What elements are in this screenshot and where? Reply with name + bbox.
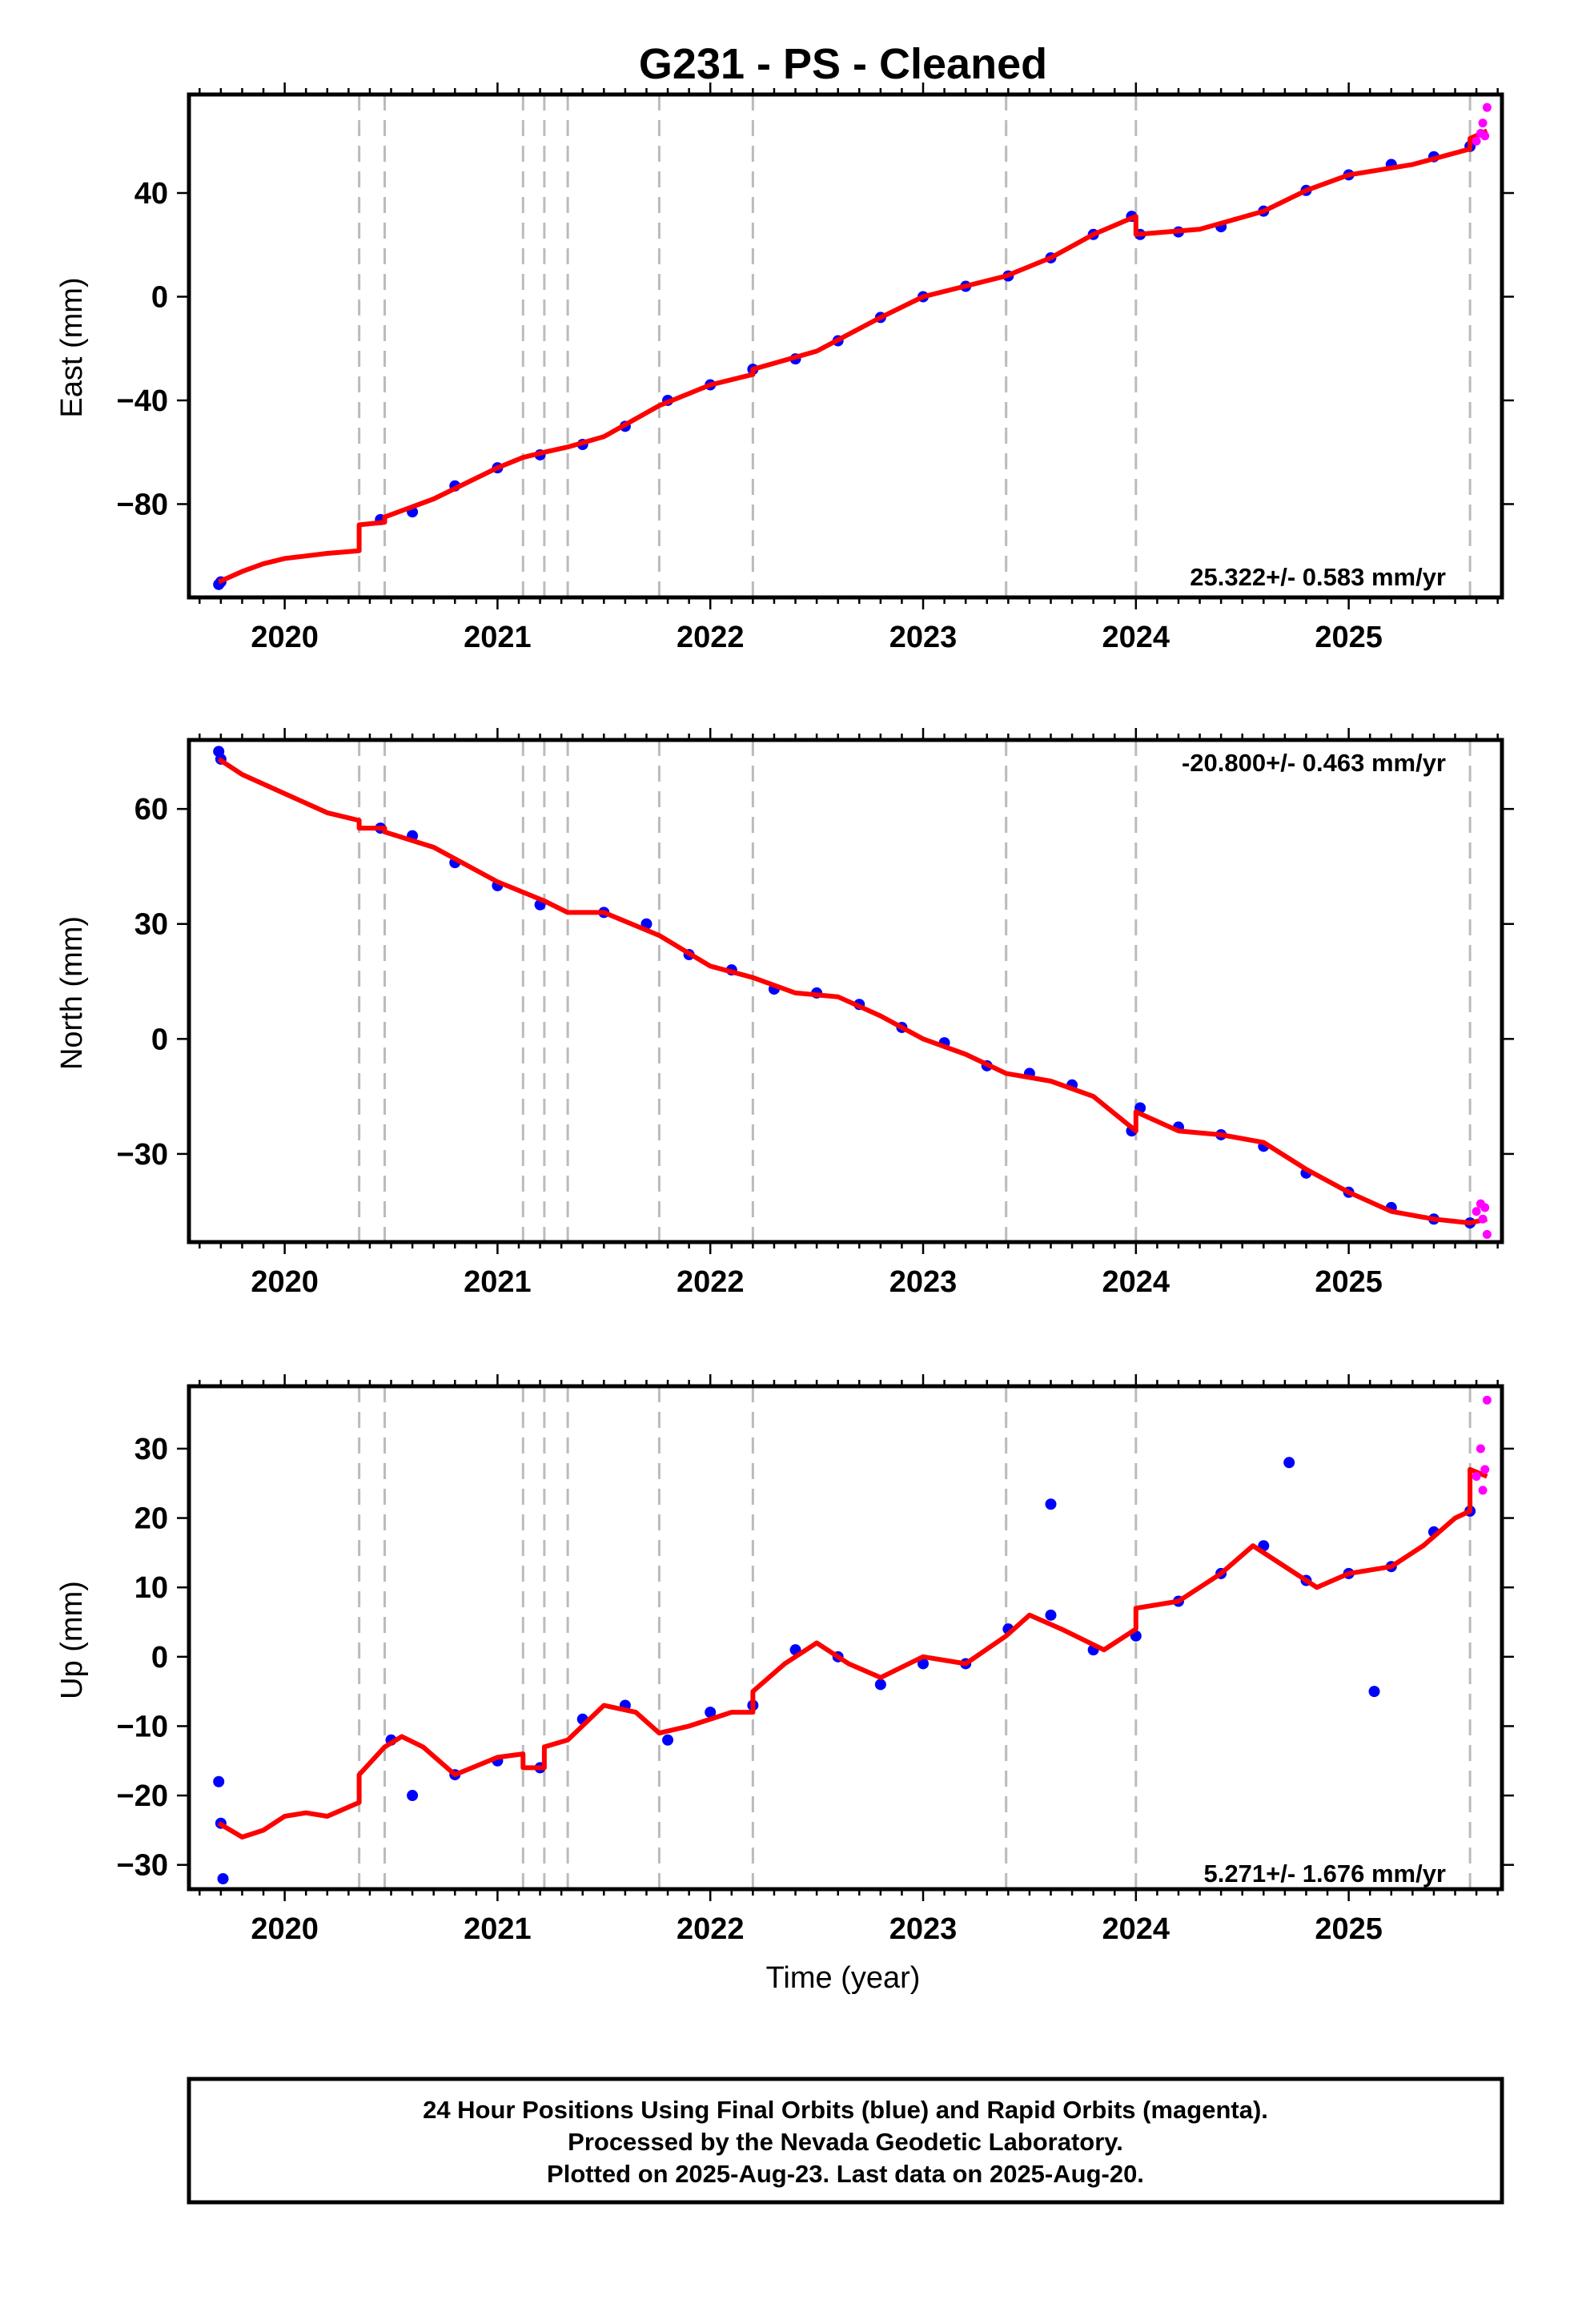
north-rapid-point-3 (1480, 1203, 1490, 1212)
north-panel: 2020 2021 2022 2023 2024 2025 −30 0 30 60 North (… (55, 728, 1514, 1299)
east-x-tick-label: 2025 (1315, 621, 1383, 654)
north-x-tick-label: 2021 (464, 1265, 532, 1299)
east-plot-frame (187, 92, 1504, 600)
up-x-tick-label: 2020 (251, 1912, 319, 1946)
up-final-point-15 (874, 1679, 886, 1691)
north-y-tick-label: 30 (135, 908, 168, 942)
up-final-point-31 (1368, 1686, 1380, 1698)
x-axis-label: Time (year) (766, 1961, 921, 1995)
north-x-tick-label: 2020 (251, 1265, 319, 1299)
up-y-axis-label: Up (mm) (55, 1581, 89, 1699)
north-x-tick-label: 2022 (677, 1265, 745, 1299)
north-x-tick-label: 2025 (1315, 1265, 1383, 1299)
north-rapid-point-2 (1478, 1214, 1488, 1224)
east-plot-area: 2020 2021 2022 2023 2024 2025 −80 −40 0 40 (117, 82, 1514, 654)
east-panel: 2020 2021 2022 2023 2024 2025 −80 −40 0 40 East (… (55, 82, 1514, 654)
up-y-tick-label: −10 (117, 1710, 168, 1743)
north-y-tick-label: 0 (151, 1023, 168, 1056)
east-x-tick-label: 2023 (889, 621, 958, 654)
up-x-tick-label: 2024 (1102, 1912, 1170, 1946)
up-plot-frame (187, 1384, 1504, 1892)
north-plot-frame (187, 738, 1504, 1244)
up-y-tick-label: 20 (135, 1502, 168, 1536)
up-y-tick-label: 10 (135, 1571, 168, 1605)
north-rate-label: -20.800+/- 0.463 mm/yr (1182, 749, 1446, 777)
up-rapid-point-4 (1482, 1395, 1492, 1405)
up-y-tick-label: 30 (135, 1433, 168, 1466)
up-y-tick-label: −20 (117, 1779, 168, 1813)
east-y-tick-label: 40 (135, 177, 168, 211)
east-x-tick-label: 2024 (1102, 621, 1170, 654)
east-y-tick-label: −40 (117, 384, 168, 418)
north-rapid-point-0 (1472, 1207, 1481, 1216)
east-x-tick-label: 2021 (464, 621, 532, 654)
up-final-point-11 (705, 1707, 717, 1719)
up-rapid-point-0 (1472, 1472, 1481, 1482)
up-rapid-point-2 (1478, 1486, 1488, 1495)
up-final-point-30 (1283, 1457, 1295, 1469)
up-final-point-10 (662, 1734, 674, 1746)
up-final-point-32 (1045, 1498, 1057, 1510)
up-final-point-16 (917, 1658, 930, 1670)
up-rate-label: 5.271+/- 1.676 mm/yr (1204, 1860, 1446, 1888)
east-x-tick-label: 2022 (677, 621, 745, 654)
footer-line-3: Plotted on 2025-Aug-23. Last data on 202… (547, 2160, 1144, 2188)
north-y-tick-label: 60 (135, 793, 168, 826)
east-rapid-point-0 (1472, 136, 1481, 146)
north-x-tick-label: 2023 (889, 1265, 958, 1299)
north-rapid-point-4 (1482, 1229, 1492, 1239)
up-x-tick-label: 2022 (677, 1912, 745, 1946)
up-panel: 2020 2021 2022 2023 2024 2025 −30 −20 −10 0 10 20 30… (55, 1374, 1514, 1995)
footer-box: 24 Hour Positions Using Final Orbits (bl… (187, 2077, 1504, 2205)
footer-frame (187, 2077, 1504, 2205)
north-y-tick-label: −30 (117, 1138, 168, 1172)
east-rapid-point-2 (1478, 119, 1488, 128)
footer-line-1: 24 Hour Positions Using Final Orbits (bl… (423, 2096, 1268, 2124)
east-y-tick-label: −80 (117, 488, 168, 521)
up-x-tick-label: 2021 (464, 1912, 532, 1946)
north-plot-area: 2020 2021 2022 2023 2024 2025 −30 0 30 60 (117, 728, 1514, 1299)
east-model-line (217, 128, 1488, 585)
up-final-point-2 (217, 1873, 229, 1885)
east-x-tick-label: 2020 (251, 621, 319, 654)
north-model-line (217, 757, 1488, 1226)
east-rapid-point-3 (1480, 131, 1490, 141)
up-y-tick-label: −30 (117, 1849, 168, 1883)
up-final-point-19 (1045, 1609, 1057, 1621)
up-y-tick-label: 0 (151, 1641, 168, 1675)
up-final-point-4 (407, 1790, 419, 1802)
up-x-tick-label: 2023 (889, 1912, 958, 1946)
east-y-tick-label: 0 (151, 280, 168, 314)
east-y-axis-label: East (mm) (55, 277, 89, 417)
up-final-point-0 (213, 1775, 225, 1787)
north-y-axis-label: North (mm) (55, 916, 89, 1070)
footer-line-2: Processed by the Nevada Geodetic Laborat… (568, 2128, 1123, 2156)
up-model-line (217, 1466, 1488, 1839)
figure-title: G231 - PS - Cleaned (639, 40, 1047, 88)
up-plot-area: 2020 2021 2022 2023 2024 2025 −30 −20 −10 0 10 20 30 (117, 1374, 1514, 1946)
up-x-tick-label: 2025 (1315, 1912, 1383, 1946)
east-rate-label: 25.322+/- 0.583 mm/yr (1190, 563, 1446, 591)
up-rapid-point-1 (1476, 1444, 1485, 1454)
up-rapid-point-3 (1480, 1465, 1490, 1474)
east-rapid-point-4 (1482, 103, 1492, 112)
north-x-tick-label: 2024 (1102, 1265, 1170, 1299)
